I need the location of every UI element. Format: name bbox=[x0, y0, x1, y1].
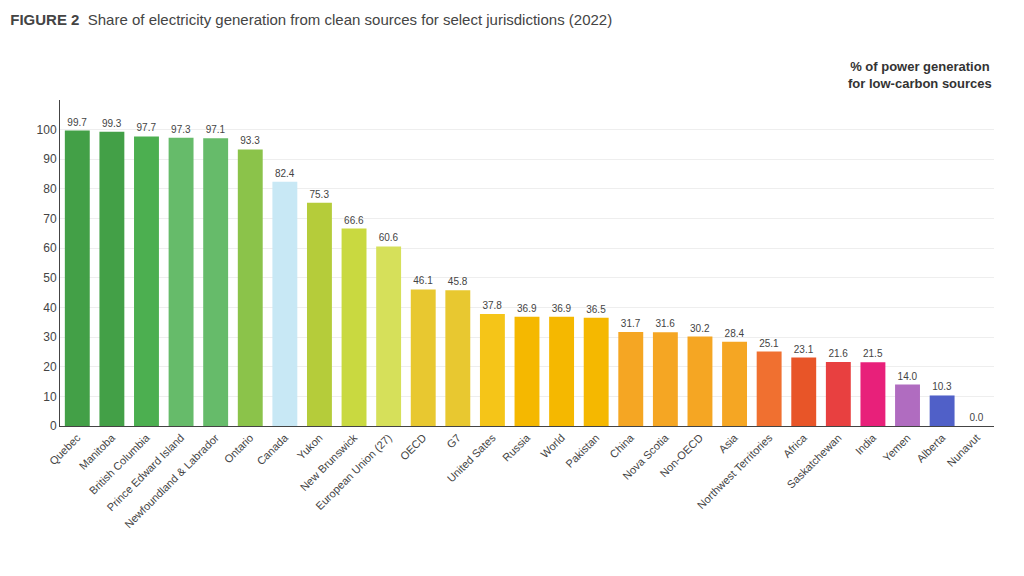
svg-text:99.7: 99.7 bbox=[67, 117, 87, 128]
svg-text:36.9: 36.9 bbox=[517, 303, 537, 314]
svg-text:21.6: 21.6 bbox=[828, 348, 848, 359]
svg-text:21.5: 21.5 bbox=[863, 348, 883, 359]
svg-text:OECD: OECD bbox=[398, 431, 429, 462]
svg-text:Canada: Canada bbox=[254, 431, 290, 467]
svg-text:New Brunswick: New Brunswick bbox=[298, 431, 360, 493]
svg-text:FIGURE 2 Share of electricity: FIGURE 2 Share of electricity generation… bbox=[10, 11, 612, 28]
svg-text:10.3: 10.3 bbox=[932, 381, 952, 392]
svg-text:40: 40 bbox=[43, 301, 57, 315]
svg-text:14.0: 14.0 bbox=[898, 371, 918, 382]
svg-text:90: 90 bbox=[43, 152, 57, 166]
svg-text:30: 30 bbox=[43, 330, 57, 344]
svg-text:100: 100 bbox=[37, 123, 57, 137]
svg-text:Pakistan: Pakistan bbox=[563, 432, 601, 470]
svg-text:36.9: 36.9 bbox=[552, 303, 572, 314]
svg-text:China: China bbox=[607, 431, 636, 460]
svg-text:Alberta: Alberta bbox=[914, 431, 948, 465]
svg-text:60.6: 60.6 bbox=[379, 232, 399, 243]
svg-text:99.3: 99.3 bbox=[102, 118, 122, 129]
svg-text:31.7: 31.7 bbox=[621, 318, 641, 329]
svg-text:Saskatchewan: Saskatchewan bbox=[785, 432, 844, 491]
svg-text:31.6: 31.6 bbox=[655, 318, 675, 329]
svg-text:45.8: 45.8 bbox=[448, 276, 468, 287]
svg-text:Manitoba: Manitoba bbox=[77, 431, 118, 472]
svg-text:20: 20 bbox=[43, 360, 57, 374]
svg-text:82.4: 82.4 bbox=[275, 168, 295, 179]
svg-text:23.1: 23.1 bbox=[794, 344, 814, 355]
svg-text:Russia: Russia bbox=[500, 431, 533, 464]
svg-text:Nova Scotia: Nova Scotia bbox=[620, 431, 671, 482]
svg-text:Nunavut: Nunavut bbox=[945, 432, 982, 469]
svg-text:30.2: 30.2 bbox=[690, 323, 710, 334]
svg-text:British Columbia: British Columbia bbox=[87, 431, 153, 497]
svg-text:Non-OECD: Non-OECD bbox=[657, 431, 705, 479]
svg-text:97.3: 97.3 bbox=[171, 124, 191, 135]
svg-text:World: World bbox=[538, 432, 567, 461]
svg-text:28.4: 28.4 bbox=[725, 328, 745, 339]
svg-text:70: 70 bbox=[43, 212, 57, 226]
svg-text:66.6: 66.6 bbox=[344, 215, 364, 226]
svg-text:Prince Edward Island: Prince Edward Island bbox=[104, 432, 186, 514]
svg-text:75.3: 75.3 bbox=[309, 189, 329, 200]
svg-text:97.7: 97.7 bbox=[137, 122, 157, 133]
svg-text:G7: G7 bbox=[444, 432, 463, 451]
svg-text:Asia: Asia bbox=[716, 431, 740, 455]
svg-text:Quebec: Quebec bbox=[47, 431, 83, 467]
svg-text:10: 10 bbox=[43, 390, 57, 404]
svg-text:80: 80 bbox=[43, 182, 57, 196]
svg-text:Newfoundland & Labrador: Newfoundland & Labrador bbox=[122, 431, 221, 530]
svg-text:25.1: 25.1 bbox=[759, 338, 779, 349]
svg-text:97.1: 97.1 bbox=[206, 124, 226, 135]
svg-text:% of power generationfor low-c: % of power generationfor low-carbon sour… bbox=[848, 59, 992, 91]
svg-text:Africa: Africa bbox=[781, 431, 810, 460]
svg-text:50: 50 bbox=[43, 271, 57, 285]
svg-text:India: India bbox=[853, 431, 879, 457]
svg-text:Northwest Territories: Northwest Territories bbox=[695, 431, 775, 511]
svg-text:46.1: 46.1 bbox=[413, 275, 433, 286]
svg-text:0.0: 0.0 bbox=[970, 412, 984, 423]
svg-text:Yukon: Yukon bbox=[295, 432, 325, 462]
svg-text:60: 60 bbox=[43, 241, 57, 255]
svg-text:United Sates: United Sates bbox=[445, 431, 498, 484]
svg-text:93.3: 93.3 bbox=[240, 135, 260, 146]
svg-text:36.5: 36.5 bbox=[586, 304, 606, 315]
svg-text:Yemen: Yemen bbox=[880, 432, 912, 464]
svg-text:Ontario: Ontario bbox=[222, 432, 256, 466]
svg-text:37.8: 37.8 bbox=[482, 300, 502, 311]
svg-text:0: 0 bbox=[50, 419, 57, 433]
svg-text:European Union (27): European Union (27) bbox=[313, 432, 394, 513]
